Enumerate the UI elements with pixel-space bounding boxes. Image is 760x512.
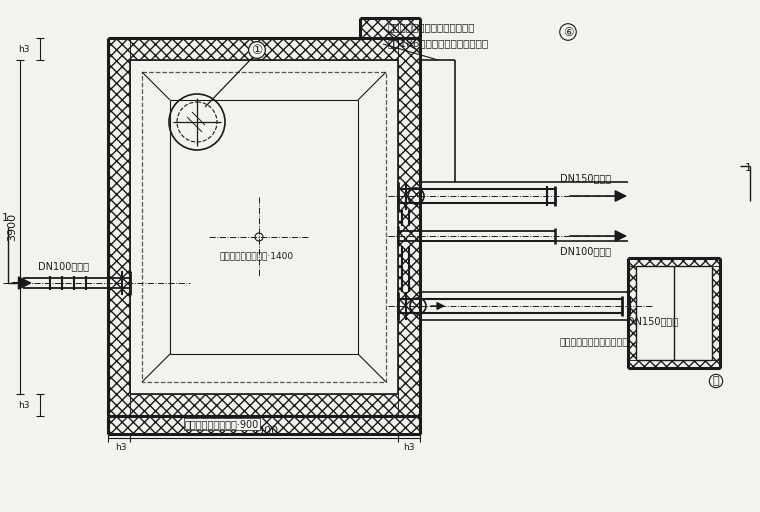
Bar <box>108 416 420 434</box>
Text: 1: 1 <box>2 213 8 223</box>
Bar <box>628 266 636 360</box>
Bar <box>130 38 398 60</box>
Text: 通风管，高出覆土面·900: 通风管，高出覆土面·900 <box>185 419 259 429</box>
Bar <box>108 38 130 416</box>
Text: 通风管，高出覆土面·1400: 通风管，高出覆土面·1400 <box>220 251 294 260</box>
Text: 3900: 3900 <box>250 426 278 436</box>
Text: 见第186页，安装要求详见总说明: 见第186页，安装要求详见总说明 <box>388 38 489 48</box>
Bar <box>142 72 386 382</box>
Bar <box>398 38 420 416</box>
Bar <box>712 266 720 360</box>
Text: ①: ① <box>252 44 263 56</box>
Text: 1: 1 <box>745 163 752 173</box>
Text: DN150溢水管: DN150溢水管 <box>627 316 678 326</box>
Text: DN100进水管: DN100进水管 <box>38 261 89 271</box>
Text: h3: h3 <box>404 443 415 452</box>
Text: ⑮: ⑮ <box>713 376 719 386</box>
Text: h3: h3 <box>18 45 30 53</box>
Text: DN150出水管: DN150出水管 <box>560 173 611 183</box>
Text: 尺寸根据工程具体情况决定: 尺寸根据工程具体情况决定 <box>560 338 629 347</box>
Bar <box>628 258 720 266</box>
Text: 顶板预留水位传示装置孔，做法: 顶板预留水位传示装置孔，做法 <box>388 22 476 32</box>
Bar <box>130 394 398 416</box>
Text: h3: h3 <box>18 400 30 410</box>
Bar <box>360 18 420 38</box>
Text: h3: h3 <box>116 443 127 452</box>
Text: ⑥: ⑥ <box>562 26 573 38</box>
Text: 3900: 3900 <box>7 213 17 241</box>
Text: DN100滤水管: DN100滤水管 <box>560 246 611 256</box>
Bar <box>628 360 720 368</box>
